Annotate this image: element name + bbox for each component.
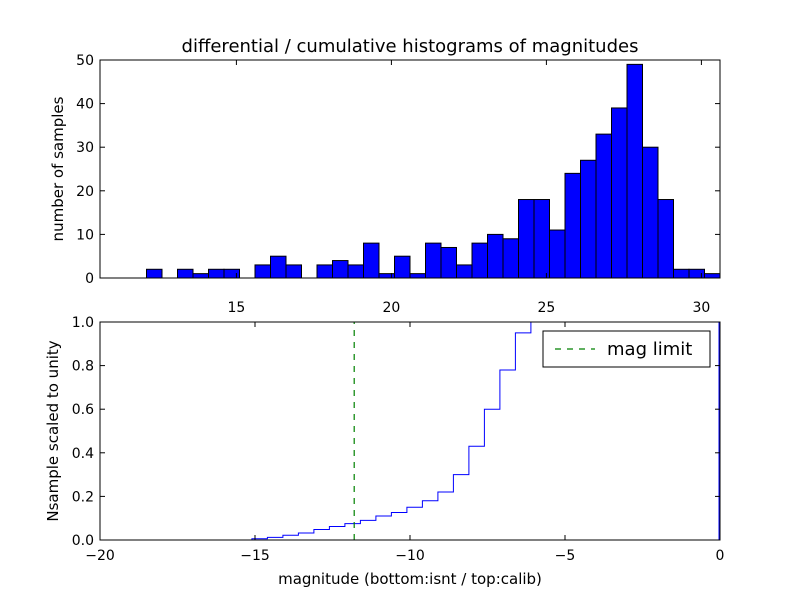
top-axis-ticks: 0 10 20 30 40 50 15 20 25 30: [76, 53, 720, 316]
histogram-bar: [673, 268, 690, 279]
y-tick-label: 10: [76, 227, 94, 243]
x-tick-label: 15: [227, 300, 245, 316]
histogram-bar: [611, 107, 628, 279]
histogram-bar: [208, 268, 225, 279]
histogram-bar: [657, 199, 674, 279]
x-tick-label: 25: [537, 300, 555, 316]
x-tick-label: −20: [85, 548, 115, 564]
bottom-y-axis-label: Nsample scaled to unity: [44, 340, 62, 521]
top-plot-frame: [99, 59, 721, 279]
y-tick-label: 20: [76, 184, 94, 200]
y-tick-label: 0.4: [72, 446, 94, 462]
histogram-bar: [192, 273, 209, 279]
histogram-bar: [363, 242, 380, 279]
histogram-bar: [471, 242, 488, 279]
histogram-bar: [347, 264, 364, 279]
histogram-bar: [254, 264, 271, 279]
histogram-bar: [487, 233, 504, 279]
histogram-bar: [316, 264, 333, 279]
cumulative-step-line: [100, 321, 720, 541]
histogram-bar: [394, 255, 411, 279]
histogram-bar: [146, 268, 163, 279]
x-tick-label: 0: [716, 548, 725, 564]
top-y-axis-label: number of samples: [49, 96, 67, 241]
histogram-bar: [378, 273, 395, 279]
histogram-bar: [642, 146, 659, 279]
histogram-bar: [456, 264, 473, 279]
histogram-bar: [425, 242, 442, 279]
histogram-bar: [285, 264, 302, 279]
y-tick-label: 40: [76, 97, 94, 113]
chart-title: differential / cumulative histograms of …: [182, 36, 639, 57]
y-tick-label: 50: [76, 53, 94, 69]
differential-histogram-panel: 0 10 20 30 40 50 15 20 25 30 differential / cumul…: [49, 36, 721, 316]
legend: mag limit: [542, 330, 711, 368]
histogram-bar: [564, 172, 581, 279]
legend-label-mag-limit: mag limit: [607, 339, 692, 360]
histogram-bar: [502, 238, 519, 279]
bottom-x-axis-label: magnitude (bottom:isnt / top:calib): [278, 570, 542, 588]
histogram-bar: [595, 133, 612, 279]
histogram-bar: [580, 159, 597, 279]
histogram-bar: [332, 260, 349, 279]
histogram-bar: [270, 255, 287, 279]
cumulative-histogram-panel: 0.0 0.2 0.4 0.6 0.8 1.0 −20 −15 −10 −5 0 magnitude…: [44, 315, 724, 588]
cumulative-lines: [100, 321, 720, 541]
y-tick-label: 0.8: [72, 359, 94, 375]
histogram-bar: [177, 268, 194, 279]
y-tick-label: 0: [85, 271, 94, 287]
y-tick-label: 1.0: [72, 315, 94, 331]
histogram-bar: [688, 268, 705, 279]
y-tick-label: 30: [76, 140, 94, 156]
histogram-bar: [533, 199, 550, 279]
bottom-axis-ticks: 0.0 0.2 0.4 0.6 0.8 1.0 −20 −15 −10 −5 0: [72, 315, 725, 564]
x-tick-label: −10: [395, 548, 425, 564]
y-tick-label: 0.0: [72, 533, 94, 549]
y-tick-label: 0.2: [72, 489, 94, 505]
histogram-bar: [440, 246, 457, 279]
histogram-bar: [518, 199, 535, 279]
histogram-bar: [626, 63, 643, 279]
x-tick-label: 30: [692, 300, 710, 316]
x-tick-label: 20: [382, 300, 400, 316]
x-tick-label: −15: [240, 548, 270, 564]
bottom-plot-frame: [99, 321, 721, 541]
histogram-bar: [704, 273, 721, 279]
histogram-bar: [223, 268, 240, 279]
histogram-bar: [549, 229, 566, 279]
y-tick-label: 0.6: [72, 402, 94, 418]
histogram-bar: [409, 273, 426, 279]
x-tick-label: −5: [555, 548, 576, 564]
